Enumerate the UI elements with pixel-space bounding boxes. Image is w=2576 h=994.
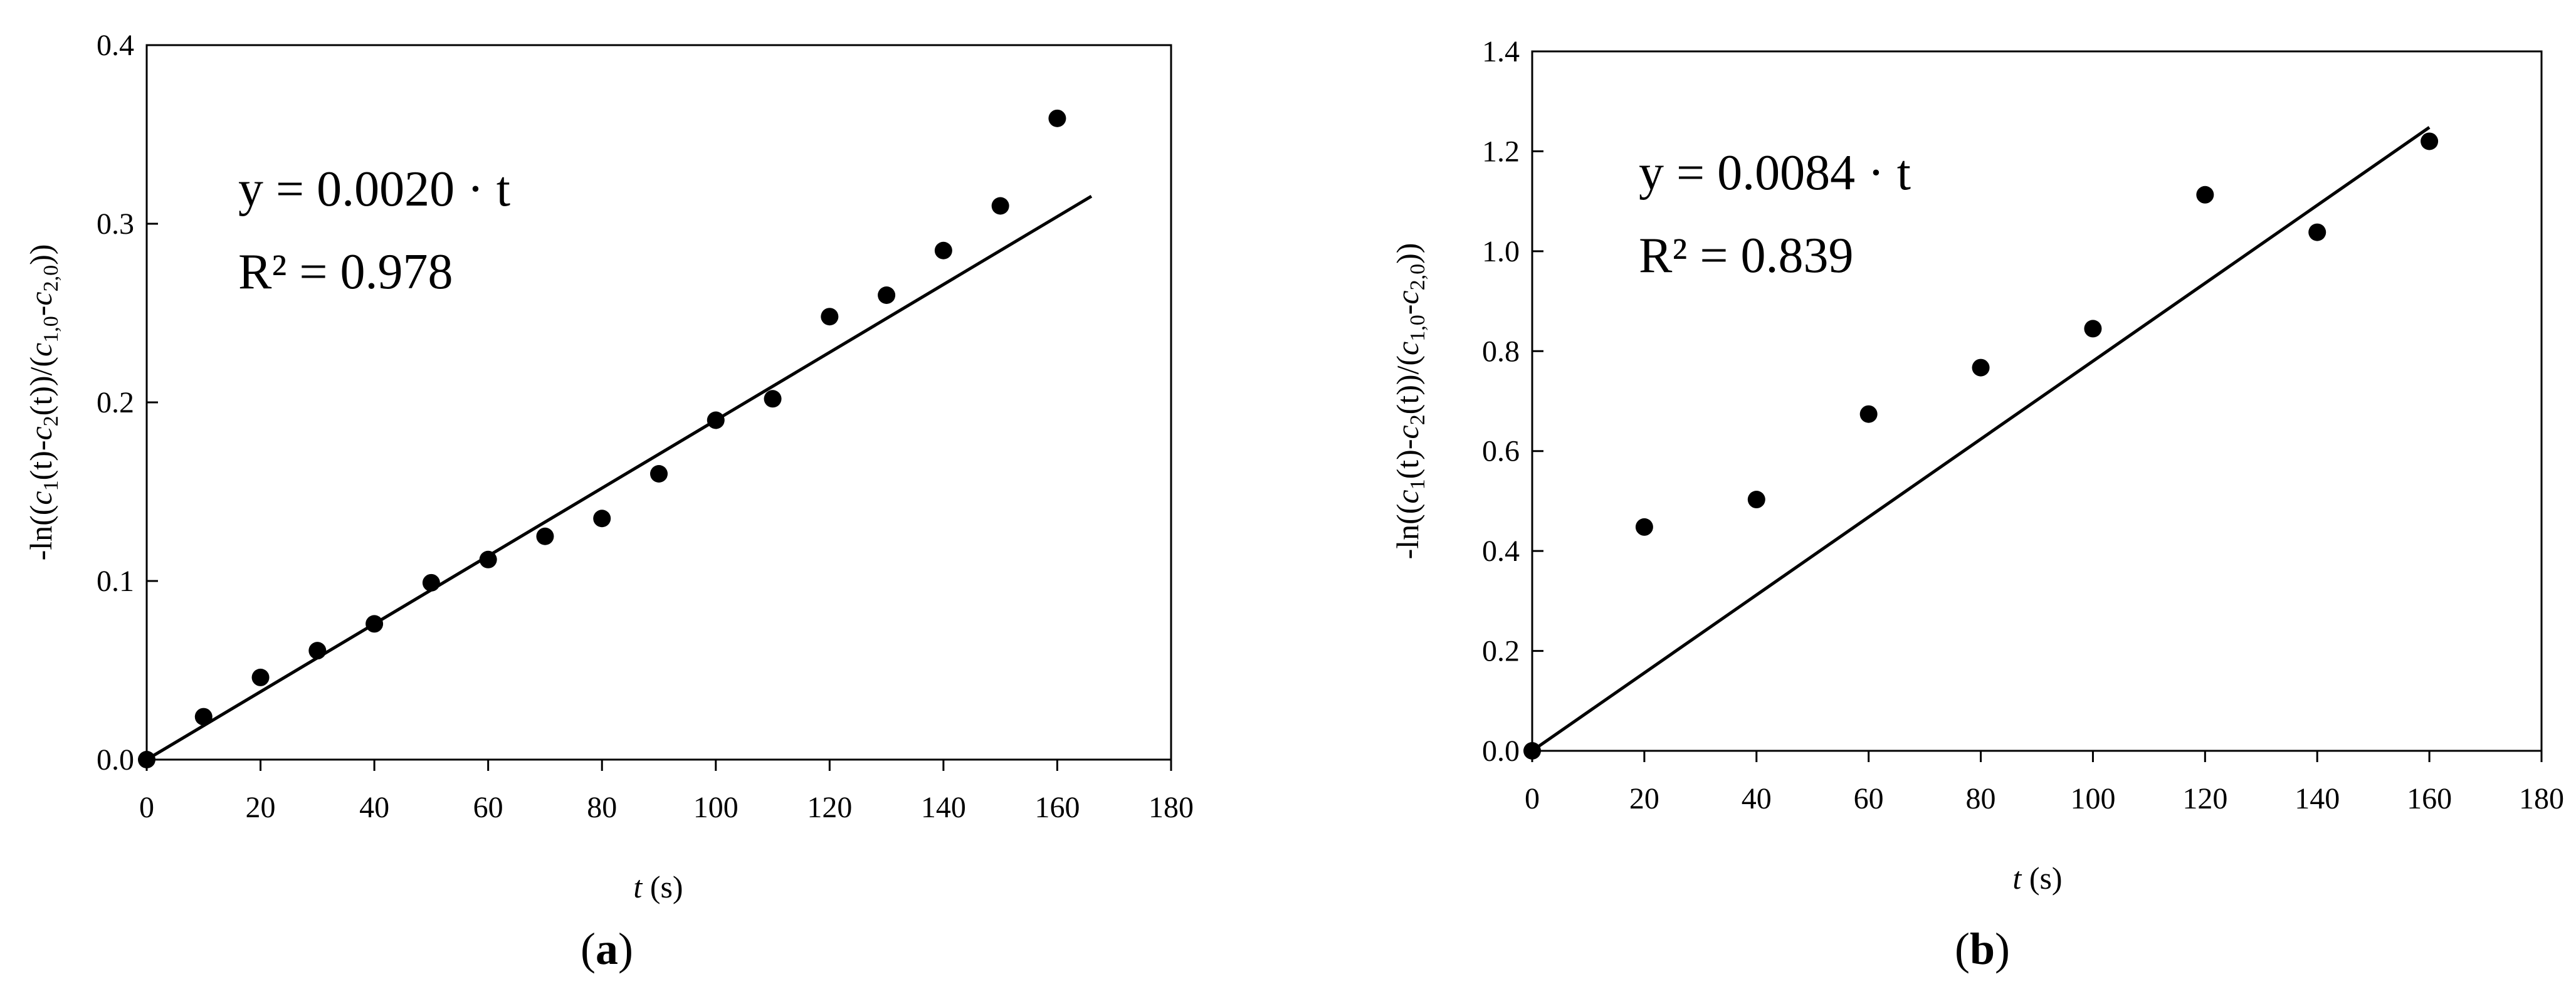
chart-panel-b: 0.0 0.2 0.4 0.6 0.8 1.0 1.2 1.4 0 20 40 60 80 100 120…	[1390, 35, 2564, 974]
data-point	[422, 573, 440, 592]
r-squared-a: R² = 0.978	[238, 244, 453, 300]
fit-line-b	[1531, 126, 2431, 753]
y-tick-label: 0.2	[1482, 635, 1520, 668]
data-point	[2196, 186, 2214, 204]
x-tick-label: 40	[359, 791, 389, 824]
y-tick-label: 0.8	[1482, 335, 1520, 368]
data-point	[365, 615, 384, 633]
y-tick-label: 0.1	[97, 565, 134, 598]
x-tick-label: 140	[921, 791, 966, 824]
data-point	[308, 642, 327, 660]
x-tick-label: 180	[1149, 791, 1194, 824]
y-tick-label: 1.2	[1482, 135, 1520, 168]
x-tick-label: 20	[246, 791, 276, 824]
data-point	[821, 308, 839, 326]
equation-a: y = 0.0020 · t	[238, 162, 510, 217]
data-point	[2421, 132, 2439, 150]
x-tick-label: 80	[587, 791, 617, 824]
x-tick-label: 60	[1854, 782, 1884, 815]
data-points-b	[1523, 132, 2439, 760]
fit-line-a	[145, 194, 1093, 761]
x-tick-label: 40	[1742, 782, 1772, 815]
x-axis-ticks-b: 0 20 40 60 80 100 120 140 160 180	[1525, 751, 2564, 815]
y-tick-label: 0.6	[1482, 435, 1520, 468]
x-tick-label: 20	[1629, 782, 1659, 815]
trend-line	[1531, 126, 2431, 753]
x-axis-label-a: t (s)	[633, 869, 683, 904]
y-tick-label: 0.3	[97, 207, 134, 241]
data-point	[2308, 223, 2326, 241]
x-tick-label: 160	[1034, 791, 1080, 824]
x-tick-label: 100	[2070, 782, 2115, 815]
data-point	[194, 708, 213, 726]
data-point	[1747, 491, 1765, 509]
y-axis-ticks-b: 0.0 0.2 0.4 0.6 0.8 1.0 1.2 1.4	[1482, 35, 1543, 768]
equation-b: y = 0.0084 · t	[1639, 145, 1911, 201]
data-point	[991, 197, 1009, 215]
panel-label-b: (b)	[1955, 924, 2010, 974]
data-point	[593, 510, 611, 528]
data-point	[1635, 518, 1653, 536]
data-point	[1859, 405, 1878, 423]
data-point	[878, 286, 896, 304]
data-point	[2084, 320, 2102, 338]
x-tick-label: 0	[1525, 782, 1540, 815]
x-tick-label: 80	[1966, 782, 1996, 815]
x-tick-label: 160	[2407, 782, 2452, 815]
y-tick-label: 1.0	[1482, 235, 1520, 268]
chart-panel-a: 0.0 0.1 0.2 0.3 0.4 0 20 40 60 80 100 120 140 160 180…	[23, 29, 1194, 974]
data-point	[536, 527, 554, 545]
x-tick-label: 60	[473, 791, 503, 824]
data-point	[138, 751, 155, 768]
y-tick-label: 0.0	[97, 743, 134, 777]
data-point	[479, 550, 497, 568]
panel-label-a: (a)	[581, 924, 633, 974]
y-tick-label: 1.4	[1482, 35, 1520, 68]
x-tick-label: 180	[2519, 782, 2564, 815]
data-point	[251, 668, 270, 686]
data-point	[707, 411, 725, 429]
data-point	[1972, 358, 1990, 377]
y-axis-label-a: -ln((c1(t)-c2(t))/(c1,0-c2,0))	[23, 244, 63, 561]
x-tick-label: 140	[2295, 782, 2340, 815]
data-point	[1048, 109, 1066, 127]
y-axis-label-b: -ln((c1(t)-c2(t))/(c1,0-c2,0))	[1390, 243, 1429, 560]
y-tick-label: 0.0	[1482, 735, 1520, 768]
r-squared-b: R² = 0.839	[1639, 228, 1853, 283]
x-axis-ticks-a: 0 20 40 60 80 100 120 140 160 180	[139, 760, 1194, 824]
plot-area-b	[1531, 50, 2543, 752]
y-tick-label: 0.4	[1482, 535, 1520, 568]
x-tick-label: 120	[807, 791, 852, 824]
x-tick-label: 100	[693, 791, 739, 824]
y-tick-label: 0.4	[97, 29, 134, 62]
y-axis-ticks-a: 0.0 0.1 0.2 0.3 0.4	[97, 29, 158, 777]
x-axis-label-b: t (s)	[2012, 861, 2062, 896]
data-points-a	[138, 109, 1066, 768]
y-tick-label: 0.2	[97, 386, 134, 419]
data-point	[934, 241, 952, 259]
x-tick-label: 0	[139, 791, 154, 824]
x-tick-label: 120	[2182, 782, 2227, 815]
data-point	[1523, 742, 1541, 760]
data-point	[650, 465, 668, 483]
data-point	[764, 390, 782, 408]
trend-line	[145, 194, 1093, 761]
